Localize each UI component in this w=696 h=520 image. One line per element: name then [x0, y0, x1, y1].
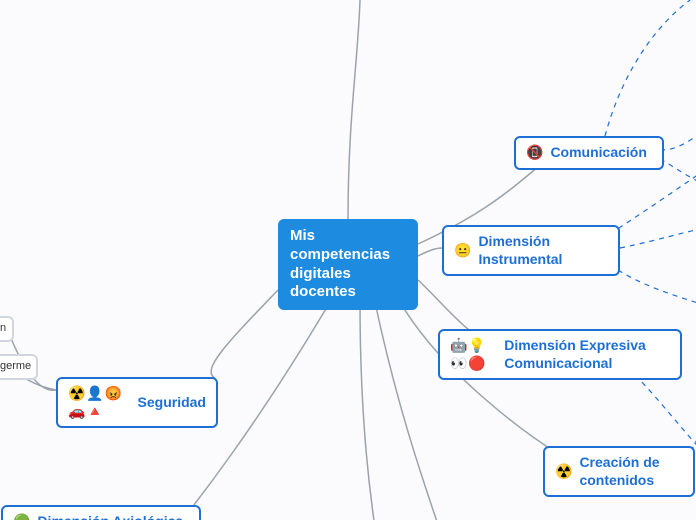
- root-label: Mis competencias digitales docentes: [290, 227, 406, 302]
- node-seguridad[interactable]: ☢️👤😡🚗🔺 Seguridad: [56, 377, 218, 428]
- node-label: Seguridad: [138, 394, 206, 412]
- node-icon: 🤖💡👀🔴: [450, 337, 498, 372]
- leaf-node[interactable]: germe: [0, 354, 38, 380]
- node-dimension-axiologica[interactable]: 🟢 Dimensión Axiológica: [1, 505, 201, 520]
- node-label: Creación de contenidos: [579, 454, 683, 489]
- node-icon: 📵: [526, 144, 544, 162]
- node-dimension-instrumental[interactable]: 😐 Dimensión Instrumental: [442, 225, 620, 276]
- root-node[interactable]: Mis competencias digitales docentes: [278, 219, 418, 310]
- leaf-label: germe: [0, 360, 31, 374]
- node-label: Dimensión Axiológica: [37, 513, 183, 520]
- leaf-label: n: [0, 322, 6, 336]
- node-icon: ☢️: [555, 463, 573, 481]
- node-comunicacion[interactable]: 📵 Comunicación: [514, 136, 664, 170]
- node-label: Dimensión Expresiva Comunicacional: [504, 337, 670, 372]
- node-dimension-expresiva[interactable]: 🤖💡👀🔴 Dimensión Expresiva Comunicacional: [438, 329, 682, 380]
- leaf-node[interactable]: n: [0, 316, 14, 342]
- node-label: Dimensión Instrumental: [478, 233, 608, 268]
- node-label: Comunicación: [550, 144, 646, 162]
- mindmap-canvas: Mis competencias digitales docentes 📵 Co…: [0, 0, 696, 520]
- node-icon: ☢️👤😡🚗🔺: [68, 385, 132, 420]
- node-icon: 😐: [454, 242, 472, 260]
- node-icon: 🟢: [13, 513, 31, 520]
- node-creacion-contenidos[interactable]: ☢️ Creación de contenidos: [543, 446, 695, 497]
